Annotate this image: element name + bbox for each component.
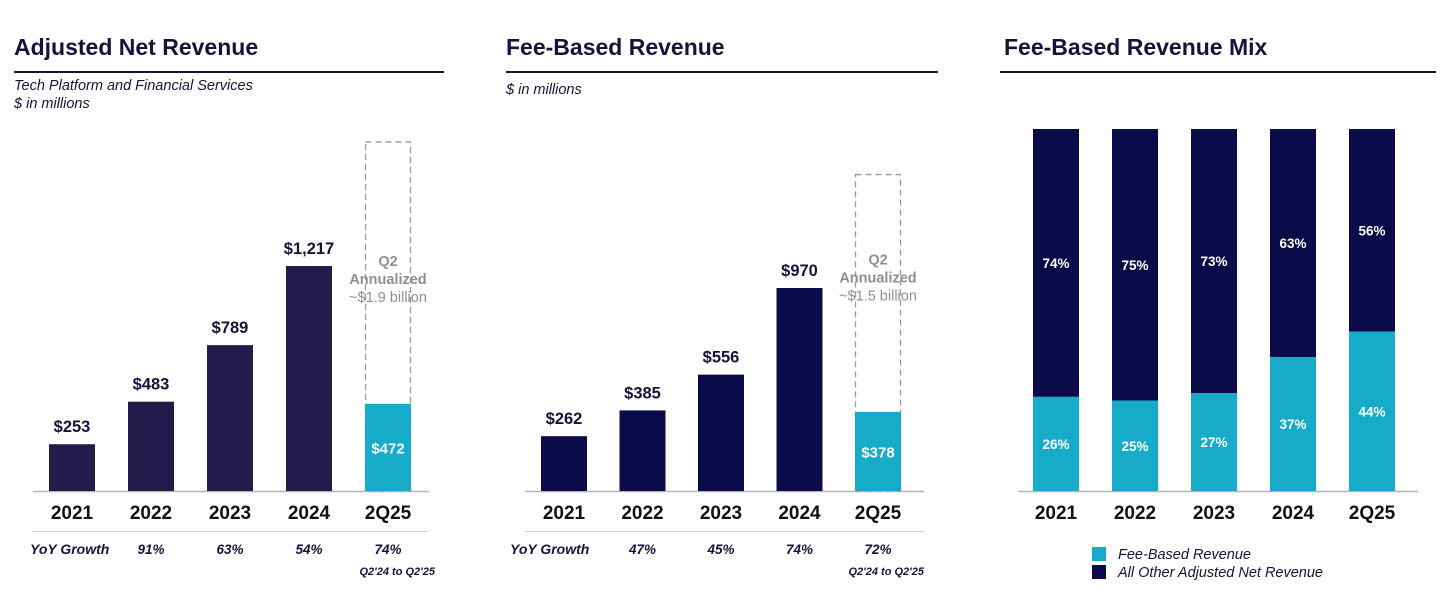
yoy-growth-value: 54% bbox=[295, 542, 322, 557]
legend-label: All Other Adjusted Net Revenue bbox=[1118, 565, 1323, 581]
annualized-label: Annualized bbox=[349, 272, 426, 288]
yoy-growth-value: 72% bbox=[864, 542, 891, 557]
chart-title: Fee-Based Revenue bbox=[506, 34, 725, 60]
bar-value-label: $970 bbox=[781, 262, 818, 280]
bar-2024 bbox=[286, 266, 332, 491]
fee-based-revenue-chart: $262 2021 $385 2022 47% $556 2023 45% $970 2024 74… bbox=[510, 173, 925, 578]
bar-2023 bbox=[698, 374, 744, 491]
x-tick-label: 2021 bbox=[51, 503, 94, 524]
segment-label: 63% bbox=[1279, 236, 1306, 251]
segment-label: 73% bbox=[1200, 254, 1227, 269]
chart-title: Fee-Based Revenue Mix bbox=[1004, 34, 1268, 60]
fee-based-revenue-mix-chart: 74% 26% 2021 75% 25% 2022 73% 27% 2023 63% 37% 2024… bbox=[1018, 129, 1418, 524]
yoy-growth-value: 63% bbox=[216, 542, 243, 557]
yoy-growth-value: 74% bbox=[374, 542, 401, 557]
bar-2021 bbox=[49, 444, 95, 491]
annualized-label-q2: Q2 bbox=[868, 253, 887, 269]
x-tick-label: 2022 bbox=[130, 503, 172, 524]
chart-subtitle: Tech Platform and Financial Services bbox=[14, 78, 253, 94]
x-tick-label: 2Q25 bbox=[855, 503, 902, 524]
chart-units: $ in millions bbox=[506, 82, 582, 98]
x-tick-label: 2021 bbox=[543, 503, 586, 524]
bar-2021 bbox=[541, 436, 587, 491]
annualized-value: ~$1.9 billion bbox=[349, 290, 427, 306]
bar-value-label: $1,217 bbox=[284, 240, 334, 258]
bar-segment-fee-based bbox=[1112, 400, 1158, 491]
segment-label: 44% bbox=[1358, 404, 1385, 419]
yoy-growth-value: 45% bbox=[706, 542, 734, 557]
bar-segment-all-other bbox=[1112, 129, 1158, 401]
legend-swatch bbox=[1092, 565, 1106, 579]
x-tick-label: 2022 bbox=[1114, 503, 1156, 524]
bar-segment-fee-based bbox=[1033, 396, 1079, 491]
bar-value-label: $472 bbox=[371, 440, 404, 457]
legend-swatch bbox=[1092, 547, 1106, 561]
x-tick-label: 2023 bbox=[1193, 503, 1235, 524]
x-tick-label: 2024 bbox=[1272, 503, 1315, 524]
legend-item-fee-based: Fee-Based Revenue bbox=[1092, 547, 1251, 563]
yoy-growth-value: 47% bbox=[628, 542, 656, 557]
period-note: Q2'24 to Q2'25 bbox=[848, 566, 924, 578]
segment-label: 56% bbox=[1358, 223, 1385, 238]
x-tick-label: 2022 bbox=[621, 503, 663, 524]
period-note: Q2'24 to Q2'25 bbox=[359, 566, 435, 578]
title-rule bbox=[14, 71, 444, 73]
bar-2022 bbox=[128, 401, 174, 491]
panel-fee-based-revenue: Fee-Based Revenue $ in millions $262 2021… bbox=[506, 0, 938, 610]
annualized-label-q2: Q2 bbox=[378, 254, 397, 270]
segment-label: 27% bbox=[1200, 435, 1227, 450]
segment-label: 25% bbox=[1121, 439, 1148, 454]
bar-value-label: $262 bbox=[546, 410, 583, 428]
bar-2022 bbox=[619, 410, 666, 491]
bar-value-label: $789 bbox=[212, 319, 249, 337]
x-tick-label: 2021 bbox=[1035, 503, 1078, 524]
legend-item-all-other: All Other Adjusted Net Revenue bbox=[1092, 565, 1323, 581]
panel-fee-based-revenue-mix: Fee-Based Revenue Mix 74% 26% 2021 75% 25% 20… bbox=[1000, 0, 1436, 610]
bar-segment-all-other bbox=[1191, 129, 1237, 394]
annualized-value: ~$1.5 billion bbox=[839, 289, 917, 305]
x-tick-label: 2024 bbox=[778, 503, 821, 524]
adjusted-net-revenue-chart: $253 2021 $483 2022 91% $789 2023 63% $1,217 2024… bbox=[30, 141, 436, 578]
x-tick-label: 2Q25 bbox=[1349, 503, 1396, 524]
chart-units: $ in millions bbox=[14, 96, 90, 112]
bar-segment-all-other bbox=[1349, 129, 1395, 332]
title-rule bbox=[1000, 71, 1436, 73]
legend-label: Fee-Based Revenue bbox=[1118, 547, 1251, 563]
bar-value-label: $385 bbox=[624, 384, 661, 402]
bar-segment-fee-based bbox=[1270, 357, 1316, 491]
annualized-label: Annualized bbox=[839, 271, 916, 287]
bar-2q25 bbox=[365, 403, 411, 491]
bar-value-label: $253 bbox=[54, 418, 91, 436]
panel-adjusted-net-revenue: Adjusted Net Revenue Tech Platform and F… bbox=[14, 0, 444, 610]
segment-label: 26% bbox=[1042, 437, 1069, 452]
segment-label: 75% bbox=[1121, 258, 1148, 273]
bar-segment-fee-based bbox=[1191, 393, 1237, 491]
bar-value-label: $378 bbox=[861, 444, 894, 461]
title-rule bbox=[506, 71, 938, 73]
x-tick-label: 2024 bbox=[288, 503, 331, 524]
bar-segment-all-other bbox=[1033, 129, 1079, 397]
x-tick-label: 2Q25 bbox=[365, 503, 412, 524]
bar-value-label: $556 bbox=[703, 349, 740, 367]
yoy-growth-value: 91% bbox=[137, 542, 164, 557]
x-tick-label: 2023 bbox=[209, 503, 251, 524]
bar-value-label: $483 bbox=[133, 376, 170, 394]
bar-segment-all-other bbox=[1270, 129, 1316, 358]
bar-2q25 bbox=[855, 411, 901, 491]
bar-2023 bbox=[207, 345, 253, 491]
yoy-growth-label: YoY Growth bbox=[30, 541, 109, 557]
yoy-growth-label: YoY Growth bbox=[510, 541, 589, 557]
bar-2024 bbox=[776, 288, 823, 491]
segment-label: 37% bbox=[1279, 417, 1306, 432]
bar-segment-fee-based bbox=[1349, 331, 1395, 491]
yoy-growth-value: 74% bbox=[786, 542, 813, 557]
annualized-outline bbox=[364, 141, 412, 492]
x-tick-label: 2023 bbox=[700, 503, 742, 524]
chart-title: Adjusted Net Revenue bbox=[14, 34, 259, 60]
segment-label: 74% bbox=[1042, 256, 1069, 271]
